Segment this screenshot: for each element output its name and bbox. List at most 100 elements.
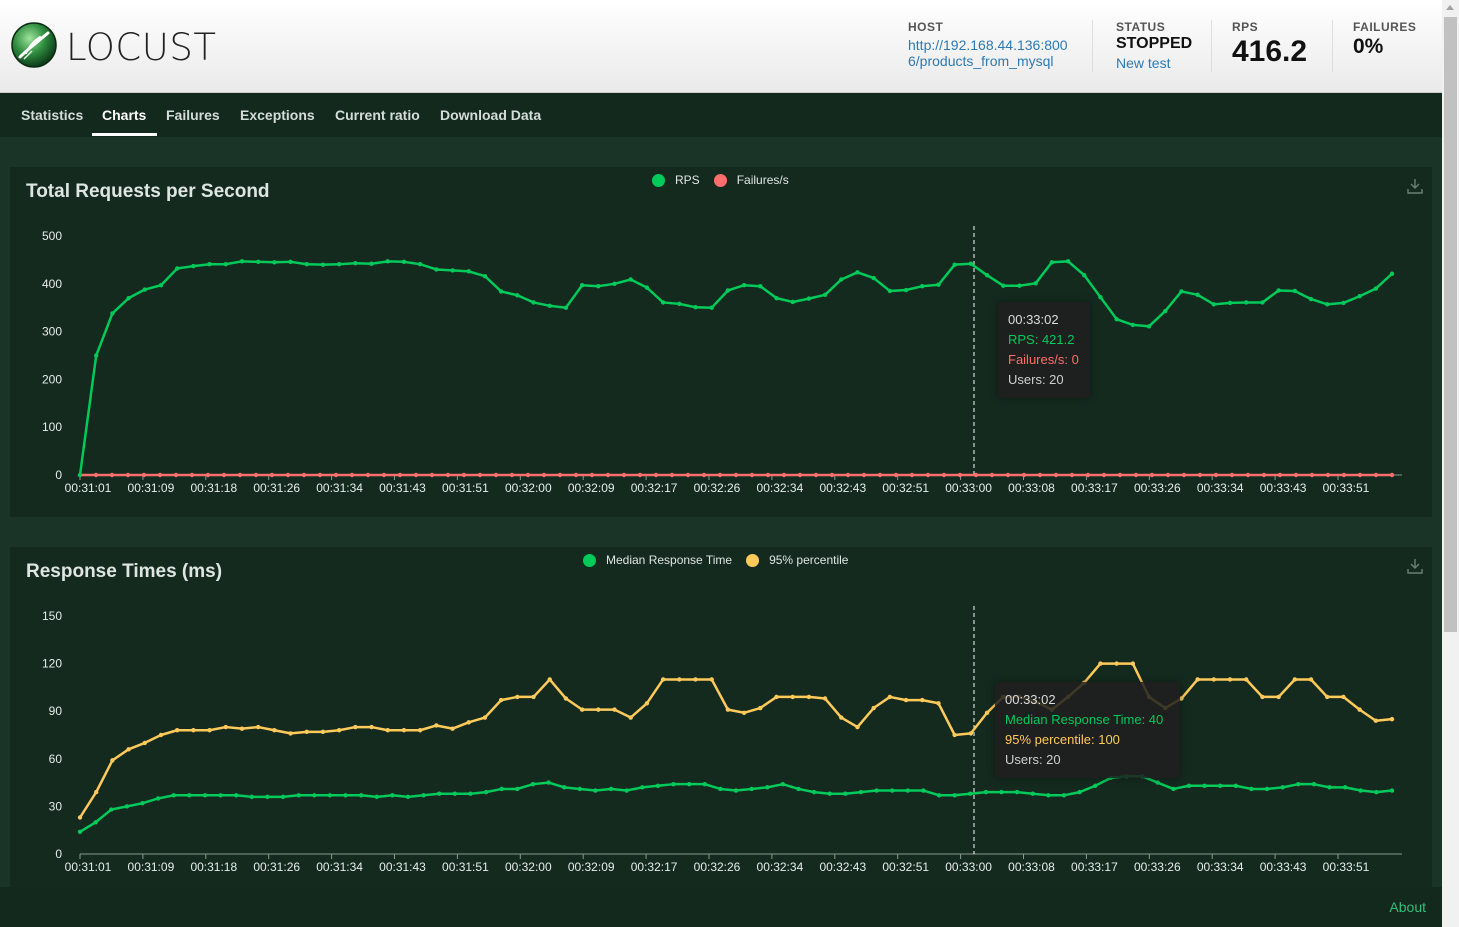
legend-item-rps[interactable]: RPS (675, 173, 700, 187)
data-point (843, 791, 848, 796)
x-tick-label: 00:32:26 (694, 481, 741, 495)
tab-charts[interactable]: Charts (102, 107, 147, 123)
data-point (320, 729, 326, 735)
data-point (437, 791, 442, 796)
about-link[interactable]: About (1389, 899, 1426, 915)
data-point (1046, 793, 1051, 798)
data-point (765, 785, 770, 790)
download-icon[interactable] (1406, 557, 1424, 575)
rps-label: RPS (1232, 20, 1259, 34)
data-point (1233, 783, 1239, 788)
data-point (531, 694, 536, 700)
tab-failures[interactable]: Failures (166, 107, 220, 123)
data-point (1296, 781, 1301, 787)
data-point (887, 694, 893, 700)
data-point (887, 288, 893, 294)
data-point (140, 801, 145, 806)
data-point (249, 794, 255, 800)
data-point (1179, 289, 1184, 294)
data-point (1249, 786, 1254, 792)
host-stat: HOST http://192.168.44.136:8006/products… (908, 20, 1078, 69)
data-point (920, 697, 925, 703)
x-tick-label: 00:33:08 (1008, 860, 1055, 874)
data-point (317, 472, 323, 478)
data-point (141, 472, 147, 478)
rps-chart[interactable]: 0 100 200 300 400 500 00:31:01 00:31:09 00:31:18… (10, 167, 1432, 517)
data-point (1373, 718, 1379, 723)
data-point (709, 305, 714, 310)
data-point (93, 789, 99, 795)
rps-value: 416.2 (1232, 35, 1308, 68)
data-point (921, 788, 926, 793)
x-tick-label: 00:33:34 (1197, 481, 1244, 495)
scrollbar[interactable] (1442, 0, 1459, 927)
data-point (1342, 785, 1348, 790)
data-point (482, 715, 488, 720)
data-point (1017, 283, 1022, 288)
data-point (644, 285, 650, 290)
data-point (952, 732, 957, 738)
data-point (189, 472, 195, 478)
data-point (531, 300, 536, 305)
tab-current-ratio[interactable]: Current ratio (335, 107, 420, 123)
data-point (968, 731, 974, 736)
data-point (207, 262, 212, 267)
data-point (369, 724, 374, 730)
data-point (909, 472, 915, 478)
data-point (1186, 783, 1192, 788)
data-point (1001, 283, 1006, 288)
data-point (142, 740, 147, 746)
data-point (385, 728, 390, 733)
data-point (450, 268, 455, 273)
tab-statistics[interactable]: Statistics (21, 107, 84, 123)
tooltip-failures: Failures/s: 0 (1008, 352, 1079, 367)
data-point (984, 272, 990, 278)
data-point (920, 283, 925, 289)
y-tick-label: 400 (42, 277, 62, 291)
data-point (218, 793, 223, 798)
new-test-link[interactable]: New test (1116, 55, 1171, 71)
response-times-chart[interactable]: 0 30 60 90 120 150 00:31:01 00:31:09 00:31:18 00:… (10, 547, 1432, 887)
x-tick-label: 00:32:17 (631, 481, 678, 495)
data-point (466, 269, 471, 274)
data-point (1033, 281, 1038, 286)
data-point (285, 472, 291, 478)
scroll-thumb[interactable] (1444, 17, 1457, 632)
divider (1211, 20, 1212, 72)
scroll-up-arrow[interactable] (1446, 5, 1454, 10)
data-point (733, 788, 739, 793)
data-point (871, 705, 876, 711)
data-point (336, 728, 342, 733)
data-point (893, 472, 899, 478)
data-point (417, 728, 423, 733)
legend-item-failures[interactable]: Failures/s (736, 173, 789, 187)
data-point (374, 794, 379, 800)
x-tick-label: 00:31:51 (442, 481, 489, 495)
legend-item-median[interactable]: Median Response Time (606, 553, 733, 567)
series-line-1 (78, 662, 1393, 819)
data-point (1357, 707, 1362, 712)
response-tooltip: 00:33:02 Median Response Time: 40 95% pe… (995, 682, 1180, 778)
host-value[interactable]: http://192.168.44.136:8006/products_from… (908, 37, 1068, 69)
data-point (589, 472, 595, 478)
data-point (573, 472, 579, 478)
data-point (984, 710, 990, 715)
y-tick-label: 150 (42, 609, 62, 623)
x-tick-label: 00:32:00 (505, 481, 552, 495)
data-point (265, 794, 270, 800)
data-point (925, 472, 931, 478)
data-point (546, 780, 551, 785)
data-point (579, 283, 585, 288)
data-point (547, 677, 552, 682)
tab-download-data[interactable]: Download Data (440, 107, 542, 123)
data-point (1276, 694, 1281, 700)
data-point (741, 283, 747, 288)
chart-title: Response Times (ms) (26, 561, 223, 582)
data-point (468, 791, 473, 796)
locust-logo-icon[interactable] (10, 21, 58, 69)
download-icon[interactable] (1406, 177, 1424, 195)
tab-exceptions[interactable]: Exceptions (240, 107, 315, 123)
legend-item-p95[interactable]: 95% percentile (769, 553, 849, 567)
data-point (124, 804, 130, 809)
data-point (758, 283, 763, 289)
